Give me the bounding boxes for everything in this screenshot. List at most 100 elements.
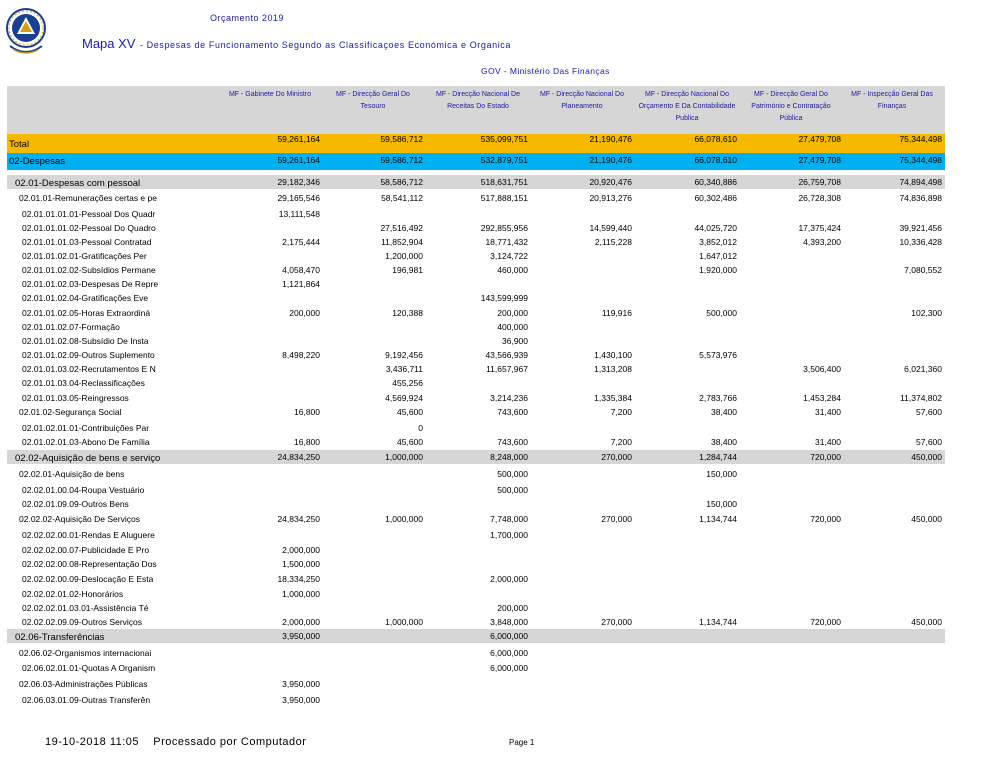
row-label: 02.06-Transferências: [15, 632, 105, 643]
column-header-band: [7, 86, 945, 136]
cell-value: 16,800: [294, 407, 320, 417]
table-row: 02.06.03.01.09-Outras Transferên 3,950,00…: [0, 695, 1000, 709]
cell-value: 8,248,000: [490, 452, 528, 462]
row-label: 02.01.01.03.05-Reingressos: [22, 393, 129, 403]
cell-value: 1,000,000: [385, 452, 423, 462]
cell-value: 720,000: [810, 617, 841, 627]
row-label: 02.02.02-Aquisição De Serviços: [19, 514, 140, 524]
cell-value: 1,134,744: [699, 617, 737, 627]
cell-value: 18,771,432: [485, 237, 528, 247]
cell-value: 150,000: [706, 469, 737, 479]
cell-value: 1,200,000: [385, 251, 423, 261]
row-label: 02.01.01.01.03-Pessoal Contratad: [22, 237, 152, 247]
cell-value: 60,340,886: [694, 177, 737, 187]
cell-value: 58,541,112: [381, 193, 423, 203]
table-row: 02.01.01.01.03-Pessoal Contratad 2,175,44…: [0, 237, 1000, 251]
cell-value: 11,374,802: [900, 393, 942, 403]
table-row: 02.02.02.00.09-Deslocação E Esta 18,334,2…: [0, 574, 1000, 588]
cell-value: 7,080,552: [904, 265, 942, 275]
cell-value: 59,261,164: [277, 134, 320, 144]
row-band: [7, 629, 945, 643]
cell-value: 74,836,898: [899, 193, 942, 203]
table-row: 02.01.01-Remunerações certas e pe 29,165,…: [0, 193, 1000, 207]
column-header: MF - Direcção Geral Do Património e Cont…: [751, 91, 831, 122]
cell-value: 57,600: [916, 407, 942, 417]
cell-value: 1,335,384: [594, 393, 632, 403]
cell-value: 45,600: [397, 437, 423, 447]
cell-value: 21,190,476: [589, 155, 632, 165]
table-row: 02.01.01.01.02-Pessoal Do Quadro 27,516,4…: [0, 223, 1000, 237]
cell-value: 270,000: [601, 452, 632, 462]
cell-value: 7,748,000: [490, 514, 528, 524]
row-label: 02.02.02.01.02-Honorários: [22, 589, 124, 599]
cell-value: 1,284,744: [699, 452, 737, 462]
row-label: 02.02.01.00.04-Roupa Vestuário: [22, 485, 145, 495]
cell-value: 1,453,284: [803, 393, 841, 403]
row-label: 02.01.01.02.09-Outros Suplemento: [22, 350, 155, 360]
cell-value: 59,261,164: [277, 155, 320, 165]
footer-processed: Processado por Computador: [153, 736, 307, 748]
table-row: 02.02-Aquisição de bens e serviço 24,834,…: [0, 452, 1000, 466]
page-number: Page 1: [509, 738, 535, 747]
row-label: 02.01.01.02.03-Despesas De Repre: [22, 279, 159, 289]
row-band: [7, 153, 945, 170]
row-label: 02.01.02.01.03-Abono De Família: [22, 437, 150, 447]
cell-value: 120,388: [392, 308, 423, 318]
row-label: 02.02.02.00.07-Publicidade E Pro: [22, 545, 150, 555]
cell-value: 2,175,444: [282, 237, 320, 247]
table-row: 02.02.02.01.02-Honorários 1,000,000: [0, 589, 1000, 603]
row-label: 02.01.01.03.02-Recrutamentos E N: [22, 364, 156, 374]
table-row: 02.02.02.00.08-Representação Dos 1,500,00…: [0, 559, 1000, 573]
cell-value: 0: [418, 423, 423, 433]
cell-value: 450,000: [911, 452, 942, 462]
cell-value: 75,344,498: [899, 155, 942, 165]
cell-value: 150,000: [706, 499, 737, 509]
row-label: Total: [9, 139, 30, 150]
ministry-heading: GOV - Ministério Das Finanças: [481, 66, 610, 76]
cell-value: 3,506,400: [803, 364, 841, 374]
cell-value: 400,000: [497, 322, 528, 332]
cell-value: 2,000,000: [282, 545, 320, 555]
table-row: 02.01.01.03.05-Reingressos 4,569,924 3,214…: [0, 393, 1000, 407]
row-label: 02.01.02-Segurança Social: [19, 407, 122, 417]
cell-value: 26,728,308: [798, 193, 841, 203]
cell-value: 532,879,751: [480, 155, 528, 165]
cell-value: 13,111,548: [278, 209, 320, 219]
row-band: [7, 175, 945, 189]
cell-value: 59,586,712: [380, 155, 423, 165]
cell-value: 7,200: [610, 407, 632, 417]
cell-value: 292,855,956: [480, 223, 528, 233]
cell-value: 66,078,610: [694, 134, 737, 144]
table-row: 02.02.01-Aquisição de bens 500,000 150,000: [0, 469, 1000, 483]
cell-value: 75,344,498: [899, 134, 942, 144]
cell-value: 6,000,000: [490, 663, 528, 673]
cell-value: 2,000,000: [282, 617, 320, 627]
column-header: MF - Direcção Nacional De Receitas Do Es…: [435, 91, 521, 110]
cell-value: 21,190,476: [589, 134, 632, 144]
cell-value: 102,300: [911, 308, 942, 318]
cell-value: 450,000: [911, 514, 942, 524]
table-row: 02.01.01.02.03-Despesas De Repre 1,121,86…: [0, 279, 1000, 293]
row-label: 02.06.02.01.01-Quotas A Organism: [22, 663, 156, 673]
row-label: 02.02.01-Aquisição de bens: [19, 469, 125, 479]
table-row: 02.01.01.03.04-Reclassificações 455,256: [0, 378, 1000, 392]
row-label: 02.02.02.00.01-Rendas E Aluguere: [22, 530, 155, 540]
footer-timestamp: 19-10-2018 11:05 Processado por Computad…: [45, 736, 306, 748]
table-row: 02.01-Despesas com pessoal 29,182,346 58,5…: [0, 177, 1000, 191]
cell-value: 24,834,250: [277, 452, 320, 462]
row-label: 02-Despesas: [9, 156, 65, 167]
cell-value: 20,920,476: [589, 177, 632, 187]
cell-value: 518,631,751: [480, 177, 528, 187]
map-subtitle: - Despesas de Funcionamento Segundo as C…: [139, 40, 512, 50]
row-label: 02.01.01.03.04-Reclassificações: [22, 378, 145, 388]
cell-value: 9,192,456: [385, 350, 423, 360]
row-label: 02.01.01.02.07-Formação: [22, 322, 120, 332]
cell-value: 460,000: [497, 265, 528, 275]
cell-value: 4,569,924: [385, 393, 423, 403]
cell-value: 36,900: [502, 336, 528, 346]
column-header: MF - Direcção Nacional Do Planeamento: [539, 91, 625, 110]
table-row: 02-Despesas 59,261,164 59,586,712 532,879,7…: [0, 155, 1000, 169]
cell-value: 500,000: [497, 485, 528, 495]
cell-value: 720,000: [810, 514, 841, 524]
row-label: 02.02.02.00.08-Representação Dos: [22, 559, 157, 569]
